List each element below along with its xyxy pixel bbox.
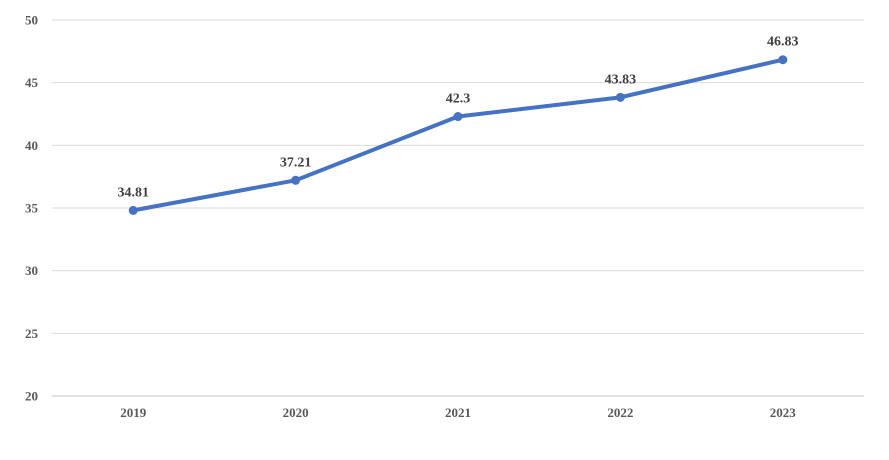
y-tick-label: 25 — [25, 326, 39, 341]
y-tick-label: 35 — [25, 201, 39, 216]
y-tick-label: 50 — [25, 13, 38, 28]
data-label: 34.81 — [117, 185, 149, 200]
x-tick-label: 2021 — [445, 405, 471, 420]
data-labels: 34.81 37.21 42.3 43.83 46.83 — [117, 35, 798, 201]
x-tick-label: 2022 — [607, 405, 633, 420]
data-point — [128, 205, 138, 215]
data-point — [291, 175, 301, 185]
data-label: 46.83 — [767, 35, 799, 50]
y-tick-label: 40 — [25, 138, 38, 153]
x-tick-label: 2019 — [120, 405, 147, 420]
x-tick-label: 2020 — [283, 405, 309, 420]
data-label: 43.83 — [605, 72, 637, 87]
y-tick-label: 30 — [25, 263, 38, 278]
gridlines — [52, 19, 864, 334]
data-point — [615, 92, 625, 102]
y-axis: 20 25 30 35 40 45 50 — [25, 13, 39, 404]
x-tick-label: 2023 — [770, 405, 797, 420]
series — [128, 55, 788, 215]
data-point — [778, 55, 788, 65]
x-axis: 2019 2020 2021 2022 2023 — [52, 395, 864, 420]
data-label: 37.21 — [280, 155, 312, 170]
y-tick-label: 20 — [25, 389, 38, 404]
data-point — [453, 112, 463, 122]
y-tick-label: 45 — [25, 75, 39, 90]
data-label: 42.3 — [446, 92, 471, 107]
